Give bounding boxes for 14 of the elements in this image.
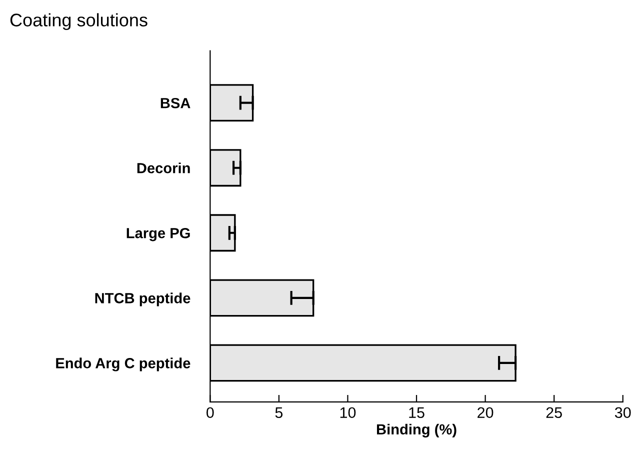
- x-tick-label: 5: [275, 407, 283, 418]
- chart-title: Coating solutions: [10, 13, 148, 30]
- x-tick-label: 25: [546, 407, 562, 418]
- x-tick-label: 10: [340, 407, 356, 418]
- x-tick-label: 15: [409, 407, 424, 418]
- x-axis-title: Binding (%): [376, 424, 456, 438]
- x-tick-label: 0: [206, 407, 214, 418]
- x-tick-label: 20: [478, 407, 494, 418]
- x-tick-label: 30: [614, 407, 631, 418]
- y-tick-label: Decorin: [137, 162, 190, 174]
- y-tick-label: Large PG: [126, 228, 190, 242]
- y-tick-label: BSA: [160, 98, 190, 108]
- y-tick-label: Endo Arg C peptide: [56, 358, 190, 372]
- y-tick-label: NTCB peptide: [95, 292, 190, 306]
